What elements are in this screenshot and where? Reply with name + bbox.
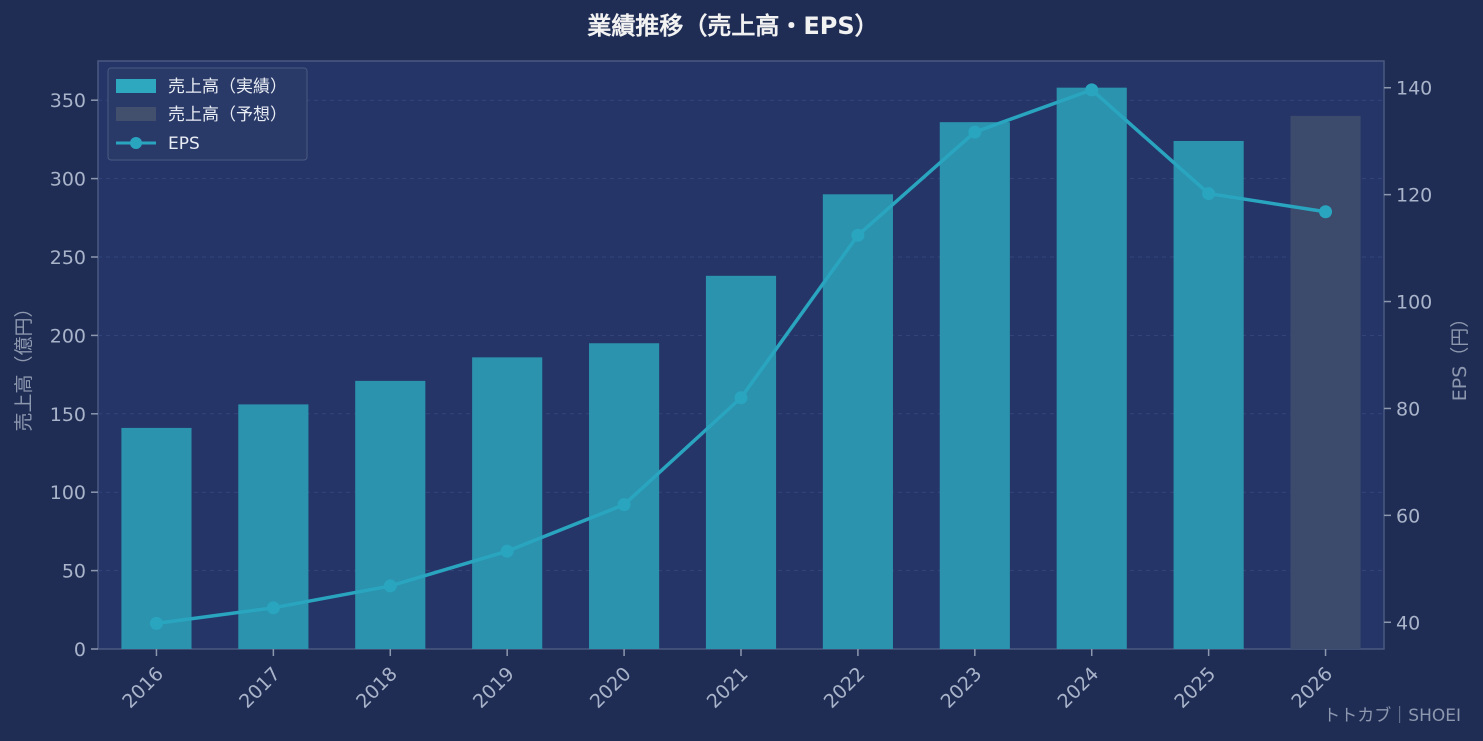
eps-point [1319, 205, 1333, 219]
eps-point [500, 544, 514, 558]
eps-point [149, 616, 163, 630]
bar-actual [121, 427, 192, 649]
x-tick-label: 2019 [469, 663, 519, 713]
bar-actual [589, 343, 660, 649]
eps-point [1202, 187, 1216, 201]
legend: 売上高（実績） 売上高（予想） EPS [107, 67, 308, 161]
eps-point [968, 125, 982, 139]
eps-point [1085, 83, 1099, 97]
y2-tick-label: 100 [1396, 292, 1432, 314]
y-axis-label: 売上高（億円） [13, 298, 35, 431]
bar-actual [355, 380, 426, 649]
x-tick-label: 2016 [118, 663, 168, 713]
legend-swatch-actual [116, 79, 156, 93]
bar-actual [472, 357, 543, 649]
legend-label-forecast: 売上高（予想） [168, 105, 287, 125]
y2-tick-label: 40 [1396, 612, 1420, 634]
eps-point [617, 498, 631, 512]
y-tick-label: 250 [50, 247, 86, 269]
y-tick-label: 350 [50, 90, 86, 112]
y-tick-label: 100 [50, 482, 86, 504]
bar-forecast [1290, 115, 1361, 649]
y-tick-label: 50 [62, 561, 86, 583]
y2-tick-label: 80 [1396, 398, 1420, 420]
x-tick-label: 2022 [820, 663, 870, 713]
y2-axis-label: EPS（円） [1449, 309, 1471, 402]
x-tick-label: 2021 [703, 663, 753, 713]
x-tick-label: 2024 [1054, 663, 1104, 713]
x-tick-label: 2020 [586, 663, 636, 713]
y2-tick-label: 120 [1396, 185, 1432, 207]
legend-swatch-forecast [116, 107, 156, 121]
eps-point [851, 228, 865, 242]
eps-point [383, 579, 397, 593]
bar-actual [1056, 87, 1127, 649]
footer-credit: トトカブ｜SHOEI [1323, 705, 1461, 726]
eps-point [734, 391, 748, 405]
bar-actual [939, 122, 1010, 650]
x-tick-label: 2017 [235, 663, 285, 713]
legend-label-actual: 売上高（実績） [168, 77, 287, 97]
bars [121, 87, 1361, 650]
legend-box [107, 67, 308, 161]
x-axis-ticks: 2016 2017 2018 2019 2020 2021 2022 2023 2024 2025… [118, 649, 1337, 713]
y2-tick-label: 60 [1396, 505, 1420, 527]
x-tick-label: 2018 [352, 663, 402, 713]
chart-title: 業績推移（売上高・EPS） [587, 12, 878, 40]
left-axis-ticks: 0 50 100 150 200 250 300 350 [50, 90, 98, 661]
eps-series [149, 83, 1333, 630]
right-axis-ticks: 40 60 80 100 120 140 [1384, 78, 1432, 634]
y-tick-label: 300 [50, 169, 86, 191]
legend-swatch-eps-marker [130, 137, 142, 149]
legend-label-eps: EPS [168, 134, 200, 154]
eps-point [266, 601, 280, 615]
y-tick-label: 0 [74, 639, 86, 661]
y2-tick-label: 140 [1396, 78, 1432, 100]
x-tick-label: 2023 [937, 663, 987, 713]
y-tick-label: 150 [50, 404, 86, 426]
bar-actual [822, 194, 893, 649]
bar-actual [705, 275, 777, 649]
y-tick-label: 200 [50, 325, 86, 347]
x-tick-label: 2025 [1170, 663, 1220, 713]
bar-actual [1173, 140, 1244, 649]
